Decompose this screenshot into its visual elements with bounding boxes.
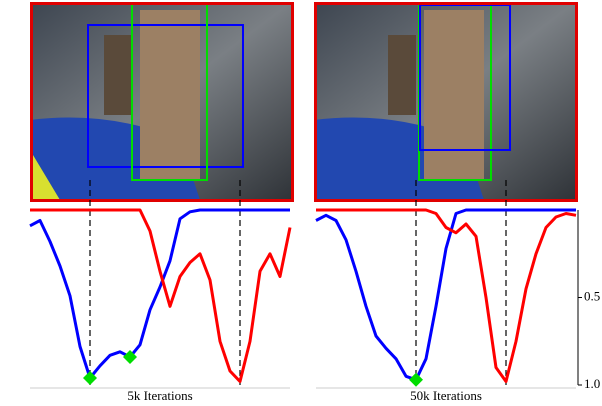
marker bbox=[83, 371, 97, 385]
frame-left bbox=[30, 2, 294, 202]
marker bbox=[409, 372, 423, 387]
y-tick-label: 0.5 bbox=[584, 288, 600, 303]
y-tick-label: 1.0 bbox=[584, 376, 600, 391]
x-axis-label: 5k Iterations bbox=[127, 388, 192, 403]
line bbox=[29, 208, 290, 380]
marker bbox=[123, 350, 137, 364]
line bbox=[30, 208, 292, 383]
line bbox=[315, 208, 576, 382]
line bbox=[316, 208, 577, 383]
frame-right bbox=[314, 2, 578, 202]
x-axis-label: 50k Iterations bbox=[410, 388, 482, 403]
